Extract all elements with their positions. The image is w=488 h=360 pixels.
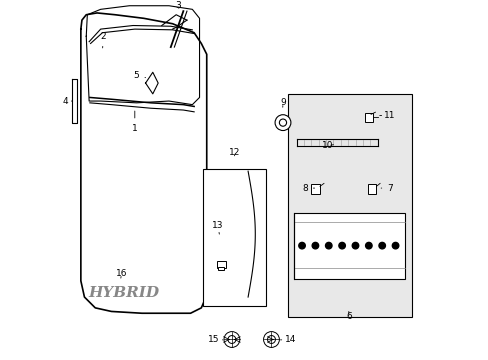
Circle shape — [275, 115, 290, 131]
Circle shape — [325, 242, 331, 249]
Text: 11: 11 — [379, 111, 395, 120]
Bar — [216, 261, 225, 268]
Text: 16: 16 — [116, 269, 127, 278]
Circle shape — [224, 332, 239, 347]
Circle shape — [227, 336, 235, 343]
Text: 12: 12 — [229, 148, 240, 157]
Circle shape — [338, 242, 345, 249]
Bar — [367, 184, 376, 194]
Text: 9: 9 — [280, 98, 285, 107]
Text: 4: 4 — [63, 96, 72, 105]
Circle shape — [391, 242, 398, 249]
Text: HYBRID: HYBRID — [88, 287, 159, 301]
Bar — [287, 94, 411, 317]
Circle shape — [298, 242, 305, 249]
Circle shape — [279, 119, 286, 126]
Circle shape — [263, 332, 279, 347]
Text: 1: 1 — [132, 111, 138, 132]
Circle shape — [378, 242, 385, 249]
Circle shape — [267, 336, 275, 343]
Bar — [203, 170, 265, 306]
Bar — [218, 267, 224, 270]
Bar — [364, 113, 372, 122]
Text: 13: 13 — [212, 221, 223, 234]
Text: 5: 5 — [133, 71, 145, 80]
Text: 14: 14 — [280, 336, 295, 345]
Circle shape — [351, 242, 358, 249]
Circle shape — [311, 242, 318, 249]
Text: 10: 10 — [322, 141, 333, 150]
Text: 6: 6 — [345, 311, 351, 321]
Circle shape — [365, 242, 371, 249]
Text: 2: 2 — [101, 32, 106, 48]
Text: 8: 8 — [302, 184, 314, 193]
Text: 15: 15 — [208, 336, 223, 345]
Text: 7: 7 — [380, 184, 392, 193]
Bar — [310, 184, 319, 194]
Polygon shape — [293, 212, 404, 279]
Text: 3: 3 — [175, 1, 181, 10]
